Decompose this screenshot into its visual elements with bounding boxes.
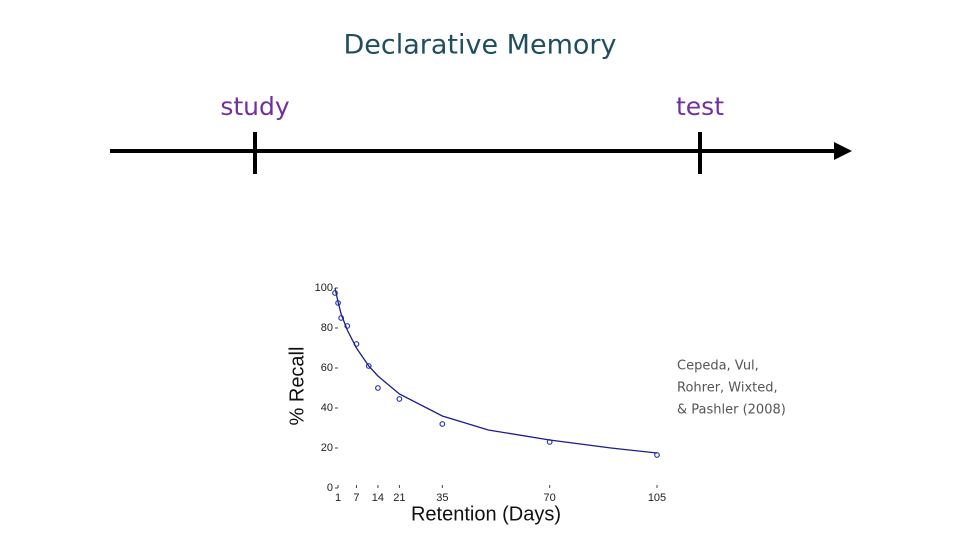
data-point	[375, 385, 381, 391]
timeline-end: test	[676, 92, 724, 121]
x-tick-label: 21	[393, 492, 405, 504]
x-tick-label: 7	[353, 492, 359, 504]
x-tick-label: 70	[544, 492, 556, 504]
y-tick-label: 20	[321, 442, 333, 454]
x-tick-label: 14	[372, 492, 384, 504]
y-tick-label: 100	[315, 282, 333, 294]
citation-line: Cepeda, Vul,	[677, 359, 759, 374]
y-tick-label: 60	[321, 362, 333, 374]
data-point	[365, 363, 372, 369]
x-tick-label: 105	[648, 492, 666, 504]
y-axis-label: % Recall	[286, 347, 308, 426]
x-tick-label: 1	[335, 492, 341, 504]
y-tick-label: 40	[321, 402, 333, 414]
data-point	[439, 421, 446, 427]
chart: 0 20 40 60 80 100 1 7 14 21 35 70 105 Retention (Days…	[286, 282, 666, 525]
citation: Cepeda, Vul, Rohrer, Wixted, & Pashler (20…	[677, 359, 786, 418]
x-tick-label: 35	[436, 492, 448, 504]
citation-line: & Pashler (2008)	[677, 403, 786, 418]
y-tick-label: 80	[321, 322, 333, 334]
citation-line: Rohrer, Wixted,	[677, 381, 778, 396]
slide-title: Declarative Memory	[343, 30, 616, 61]
fit-curve	[334, 287, 658, 454]
timeline-start: study	[220, 92, 290, 121]
x-axis-label: Retention (Days)	[411, 503, 561, 525]
timeline-arrow	[834, 142, 852, 160]
data-point	[396, 396, 403, 402]
y-tick-label: 0	[327, 482, 333, 494]
